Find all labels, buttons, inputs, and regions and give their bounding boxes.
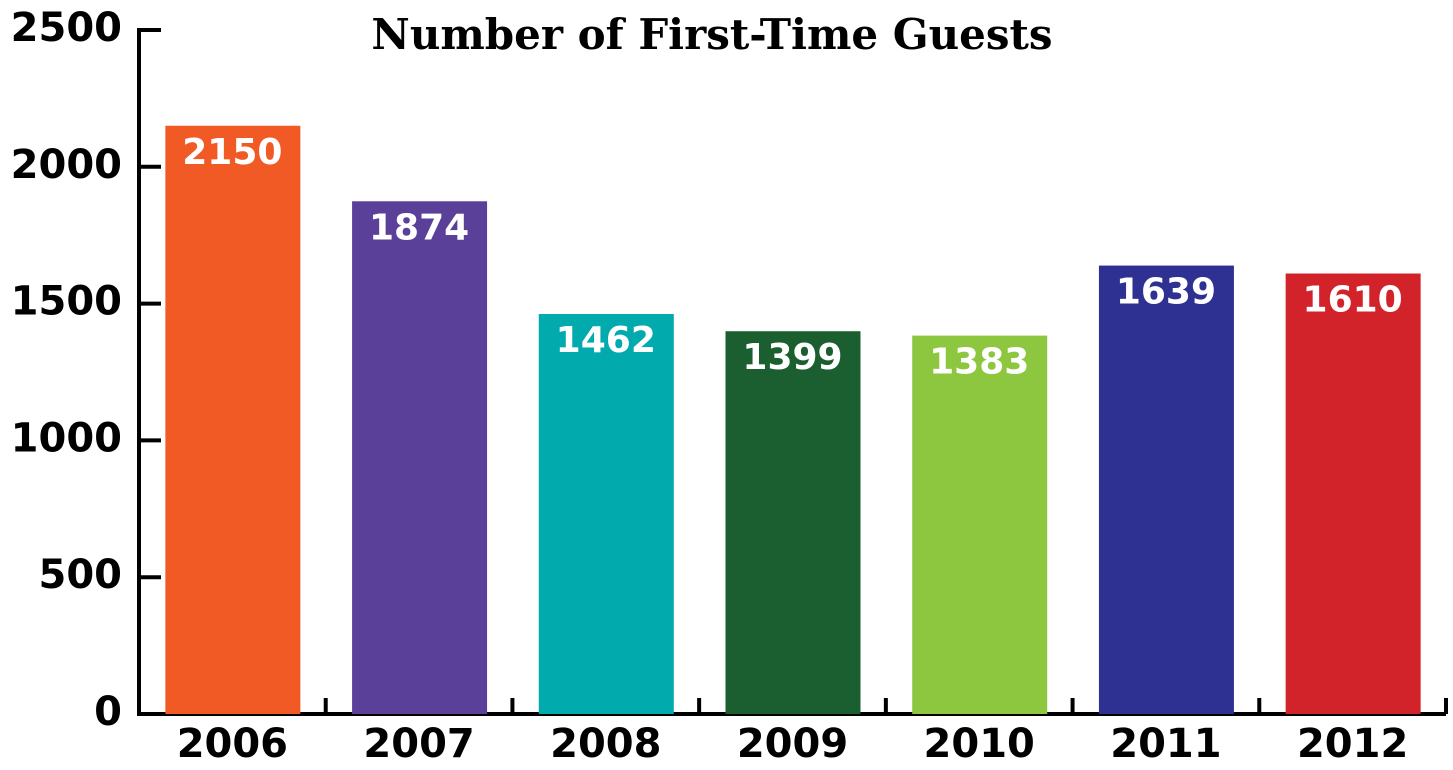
y-tick-label: 2000	[11, 142, 122, 188]
bar	[912, 335, 1048, 714]
bar	[352, 201, 488, 714]
value-label: 2150	[182, 132, 282, 173]
y-tick-label: 2500	[11, 5, 122, 51]
x-tick-label: 2008	[550, 721, 661, 766]
bar	[165, 125, 301, 714]
value-label: 1462	[556, 320, 656, 361]
x-tick-label: 2007	[363, 721, 474, 766]
bar	[725, 331, 861, 714]
x-tick-label: 2012	[1297, 721, 1408, 766]
x-tick-label: 2009	[737, 721, 848, 766]
value-label: 1874	[369, 207, 469, 248]
bar	[1285, 273, 1421, 714]
x-tick-label: 2011	[1110, 721, 1221, 766]
x-tick-label: 2006	[177, 721, 288, 766]
x-tick-label: 2010	[924, 721, 1035, 766]
y-tick-label: 1000	[11, 415, 122, 461]
y-tick-label: 0	[94, 689, 122, 735]
bar	[538, 313, 674, 714]
value-label: 1399	[742, 337, 842, 378]
y-tick-label: 1500	[11, 279, 122, 325]
value-label: 1610	[1303, 280, 1403, 321]
y-tick-label: 500	[39, 552, 123, 598]
value-label: 1639	[1116, 272, 1216, 313]
bar	[1098, 265, 1234, 714]
chart-title: Number of First-Time Guests	[371, 10, 1052, 59]
value-label: 1383	[929, 342, 1029, 383]
